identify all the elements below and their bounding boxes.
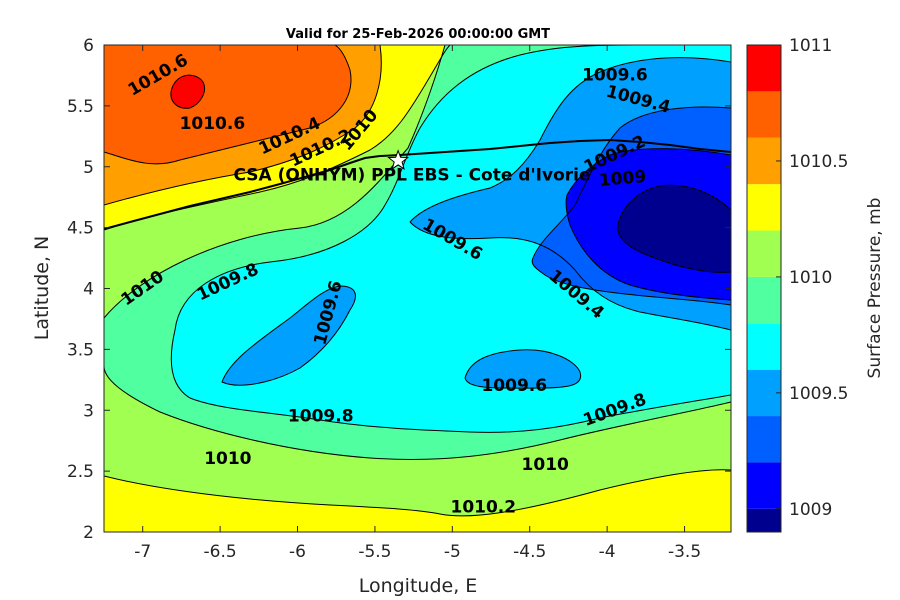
y-axis: 2 2.5 3 3.5 4 4.5 5 5.5 6 (67, 36, 731, 543)
coastline (104, 138, 731, 230)
contour-line-1009-0 (617, 184, 731, 226)
colorbar-tick-label: 1009 (789, 500, 832, 520)
contour-line-1009-6-south (464, 349, 582, 389)
contour-line-1009-6-north (409, 57, 731, 223)
x-tick-label: -4 (599, 542, 616, 562)
contour-line-1010-0-south (104, 365, 731, 460)
contour-label: 1009.6 (481, 376, 547, 396)
band-1010-8 (170, 75, 205, 109)
x-tick-label: -7 (134, 542, 151, 562)
contour-fill-layer (104, 45, 731, 532)
chart-title: Valid for 25-Feb-2026 00:00:00 GMT (286, 27, 550, 42)
y-axis-label: Latitude, N (31, 236, 53, 341)
contour-line-1009-0-south (617, 224, 731, 273)
contour-line-1009-2-south (565, 194, 731, 301)
contour-label: 1009.8 (288, 406, 354, 426)
band-1010-6 (104, 45, 351, 164)
contour-label: 1009 (598, 167, 647, 191)
colorbar-frame (746, 44, 782, 533)
x-tick-label: -5.5 (358, 542, 391, 562)
colorbar-swatch (747, 369, 781, 417)
y-tick-label: 4.5 (67, 219, 94, 239)
contour-line-1009-4-south (531, 257, 731, 306)
y-tick-label: 2 (83, 523, 94, 543)
y-tick-label: 2.5 (67, 462, 94, 482)
contour-line-1010-2-south (104, 469, 731, 517)
band-1009-4-west (222, 286, 356, 386)
y-tick-label: 5 (83, 158, 94, 178)
x-tick-label: -4.5 (513, 542, 546, 562)
x-tick-label: -6.5 (204, 542, 237, 562)
y-tick-label: 3 (83, 401, 94, 421)
contour-label: 1010 (204, 449, 251, 469)
y-tick-label: 4 (83, 280, 94, 300)
y-tick-label: 5.5 (67, 97, 94, 117)
contour-label: 1010 (522, 455, 569, 475)
contour-label: 1010.2 (450, 498, 516, 518)
site-star-icon (387, 149, 410, 170)
colorbar-swatch (747, 230, 781, 277)
contour-line-1009-2 (566, 148, 731, 196)
contour-line-1010-0-north (104, 45, 446, 319)
band-1008-9 (617, 185, 731, 273)
colorbar-swatch (747, 91, 781, 138)
colorbar-swatch (747, 323, 781, 370)
colorbar-swatch (747, 184, 781, 231)
x-axis-label: Longitude, E (359, 575, 478, 597)
contour-line-1010-4 (104, 45, 382, 206)
site-label: CSA (ONHYM) PPL EBS - Cote d'Ivorie (233, 166, 590, 186)
colorbar-tick-label: 1010.5 (789, 152, 848, 172)
colorbar-swatch (747, 462, 781, 509)
contour-label: 1010.6 (180, 114, 246, 134)
band-1009-4-south (465, 349, 581, 389)
contour-line-1009-4 (532, 106, 731, 259)
contour-line-1010-8 (170, 74, 205, 109)
colorbar-swatch (747, 416, 781, 463)
contour-line-1010-6 (104, 45, 352, 165)
contour-line-1009-6-west (221, 285, 356, 386)
colorbar-swatch (747, 276, 781, 324)
colorbar-swatch (747, 45, 781, 92)
colorbar-swatch (747, 137, 781, 185)
site-marker: CSA (ONHYM) PPL EBS - Cote d'Ivorie (233, 149, 591, 186)
contour-line-1010-2 (104, 45, 451, 231)
x-axis: -7 -6.5 -6 -5.5 -5 -4.5 -4 -3.5 (134, 45, 701, 562)
colorbar-tick-label: 1010 (789, 268, 832, 288)
colorbar-tick-label: 1009.5 (789, 384, 848, 404)
colorbar: 1009 1009.5 1010 1010.5 1011 (747, 36, 848, 532)
x-tick-label: -6 (289, 542, 306, 562)
x-tick-label: -5 (444, 542, 461, 562)
contour-line-1009-6-east (409, 221, 731, 331)
colorbar-label: Surface Pressure, mb (865, 198, 885, 379)
colorbar-tick-label: 1011 (789, 36, 832, 56)
colorbar-swatch (747, 508, 781, 532)
y-tick-label: 3.5 (67, 340, 94, 360)
contour-line-1009-8-south (170, 329, 731, 433)
contour-label: 1009.6 (582, 65, 648, 85)
y-tick-label: 6 (83, 36, 94, 56)
x-tick-label: -3.5 (668, 542, 701, 562)
